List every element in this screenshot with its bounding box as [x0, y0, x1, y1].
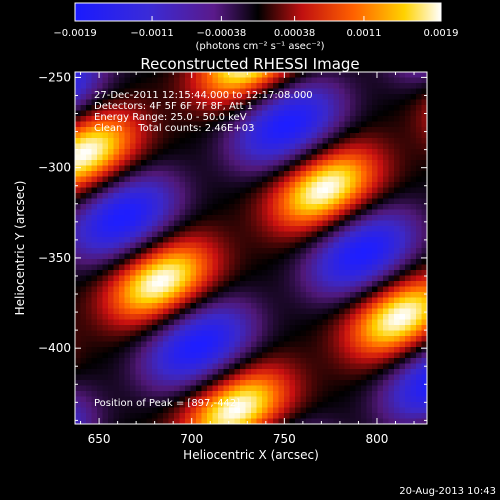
- x-tick-label: 650: [88, 432, 111, 446]
- annotation-energy-range: Energy Range: 25.0 - 50.0 keV: [94, 112, 247, 123]
- x-tick-label: 700: [180, 432, 203, 446]
- x-tick-label: 800: [366, 432, 389, 446]
- chart-title: Reconstructed RHESSI Image: [140, 55, 359, 73]
- peak-position-label: Position of Peak = [897,-442]: [94, 398, 240, 409]
- annotation-time-range: 27-Dec-2011 12:15:44.000 to 12:17:08.000: [94, 90, 313, 101]
- colorbar-gradient: [74, 2, 442, 22]
- heatmap-image: [75, 72, 427, 424]
- colorbar-tick-label: −0.0019: [53, 28, 96, 39]
- colorbar-tick-label: 0.0011: [346, 28, 381, 39]
- colorbar: −0.0019 −0.0011 −0.00038 0.00038 0.0011 0.001…: [53, 2, 459, 52]
- colorbar-tick-label: 0.0019: [424, 28, 459, 39]
- y-tick-label: −250: [38, 70, 71, 84]
- annotation-block: 27-Dec-2011 12:15:44.000 to 12:17:08.000…: [94, 90, 313, 409]
- x-tick-label: 750: [273, 432, 296, 446]
- colorbar-tick-label: 0.00038: [274, 28, 315, 39]
- colorbar-tick-label: −0.00038: [197, 28, 247, 39]
- x-axis-label: Heliocentric X (arcsec): [183, 448, 319, 462]
- plot-area: [74, 71, 428, 425]
- y-axis-label: Heliocentric Y (arcsec): [13, 181, 27, 316]
- y-axis: −250 −300 −350 −400: [38, 70, 427, 421]
- y-tick-label: −400: [38, 341, 71, 355]
- colorbar-ticks: −0.0019 −0.0011 −0.00038 0.00038 0.0011 0.001…: [53, 16, 459, 39]
- annotation-clean-counts: Clean Total counts: 2.46E+03: [94, 123, 254, 134]
- timestamp: 20-Aug-2013 10:43: [399, 486, 496, 497]
- peak-marker: [347, 128, 359, 133]
- y-tick-label: −300: [38, 161, 71, 175]
- x-axis: 650 700 750 800: [80, 72, 415, 446]
- colorbar-tick-label: −0.0011: [130, 28, 173, 39]
- plot-frame: [74, 71, 428, 425]
- colorbar-units-label: (photons cm⁻² s⁻¹ asec⁻²): [195, 41, 324, 52]
- y-tick-label: −350: [38, 251, 71, 265]
- annotation-detectors: Detectors: 4F 5F 6F 7F 8F, Att 1: [94, 101, 253, 112]
